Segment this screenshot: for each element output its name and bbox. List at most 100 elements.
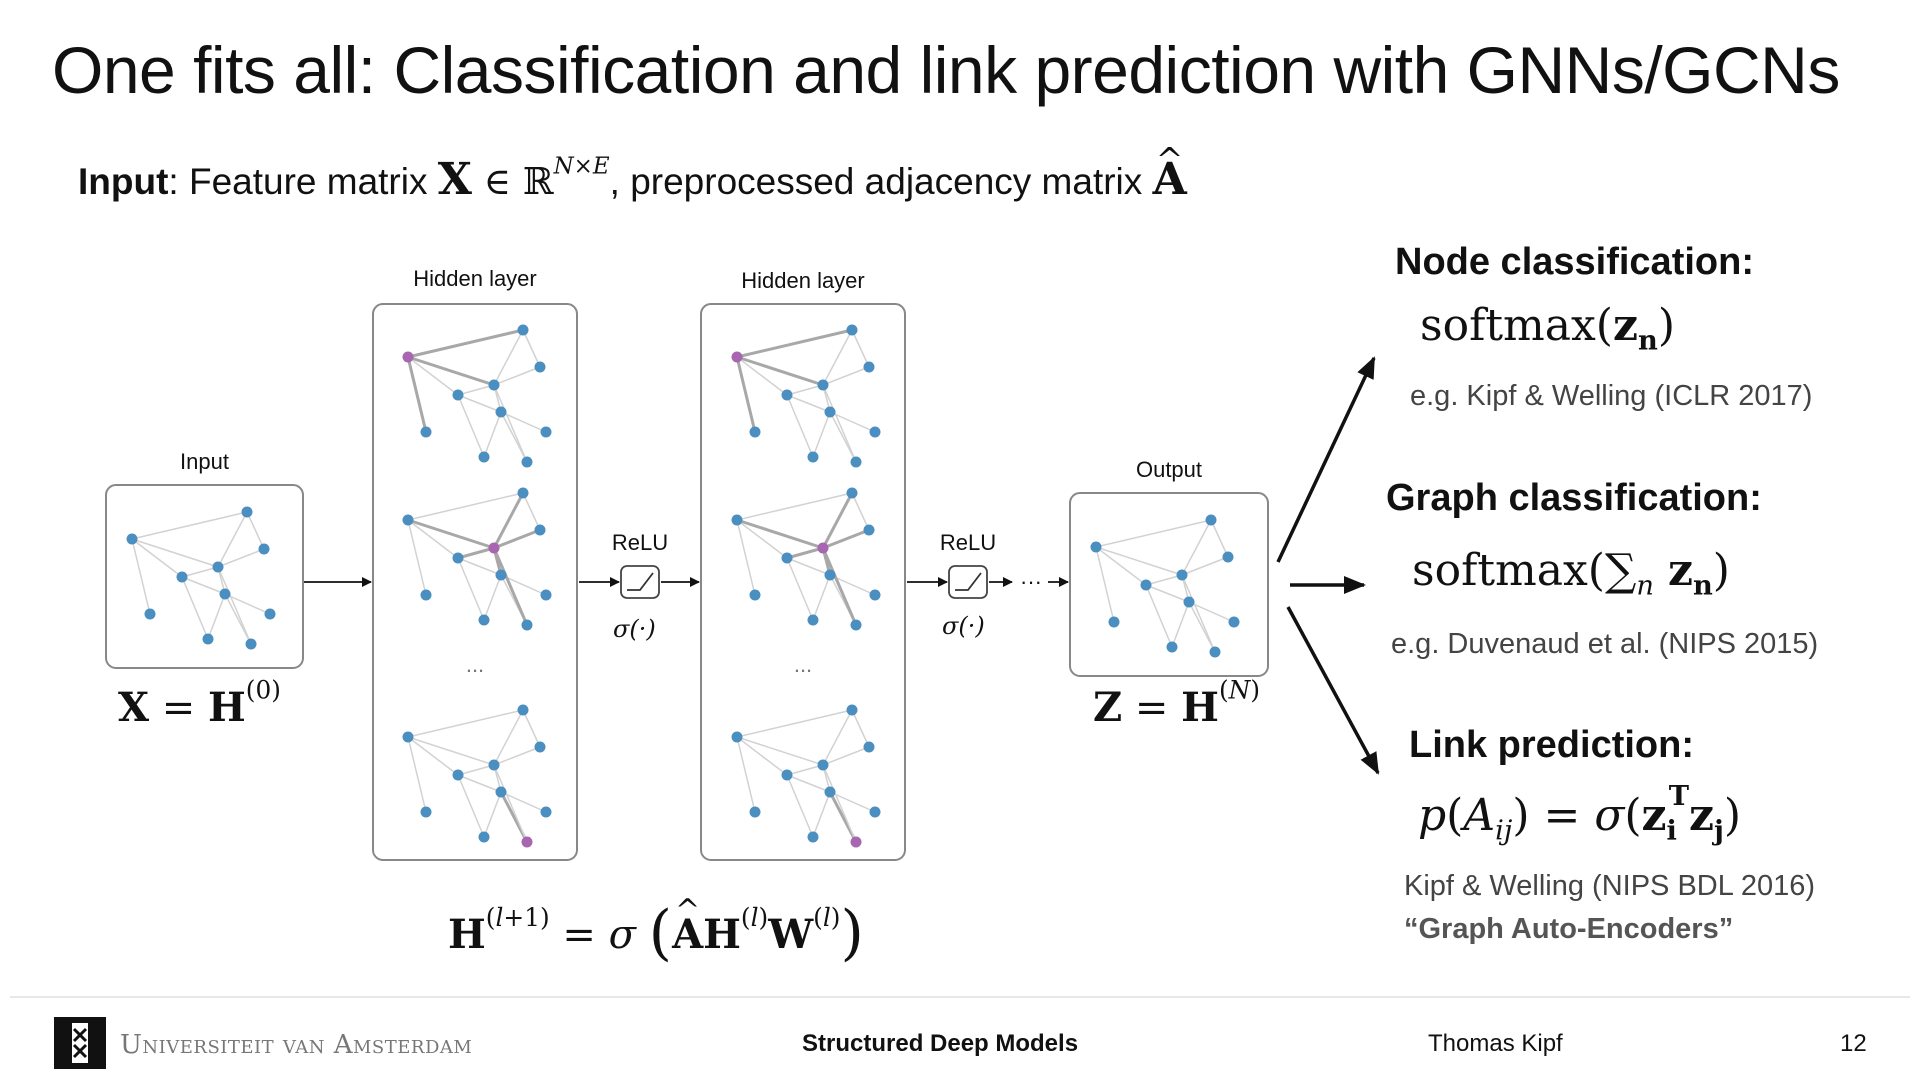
output-box-label: Output <box>1135 457 1203 482</box>
graph-edge <box>493 528 541 550</box>
graph-node <box>402 731 414 743</box>
graph-node <box>488 759 500 771</box>
output-graph <box>1090 514 1240 658</box>
graph-node <box>1176 569 1188 581</box>
graph-edge <box>407 518 495 550</box>
node-classification-heading: Node classification: <box>1395 241 1754 283</box>
graph-edge <box>1095 519 1212 548</box>
graph-edge <box>786 557 831 576</box>
graph-node <box>846 487 858 499</box>
graph-node <box>850 456 862 468</box>
graph-edge <box>822 709 853 766</box>
graph-node <box>781 769 793 781</box>
graph-node <box>534 741 546 753</box>
graph-edge <box>812 574 831 621</box>
hidden-layer-1-box <box>372 303 578 861</box>
input-label: Input <box>78 161 169 202</box>
graph-edge <box>407 709 524 738</box>
relu-2-label: ReLU <box>939 530 997 555</box>
graph-edge <box>822 764 857 843</box>
graph-edge <box>224 593 271 615</box>
graph-edge <box>500 791 547 813</box>
graph-node <box>807 451 819 463</box>
graph-node <box>824 786 836 798</box>
graph-node <box>402 351 414 363</box>
graph-edge <box>407 519 427 596</box>
graph-node <box>1228 616 1240 628</box>
hidden2-graph-middle <box>731 487 881 631</box>
graph-node <box>850 836 862 848</box>
graph-edge <box>1181 556 1229 576</box>
graph-edge <box>493 709 524 766</box>
graph-edge <box>457 557 502 576</box>
graph-edge <box>407 328 524 359</box>
graph-edge <box>1145 574 1183 586</box>
page-number: 12 <box>1840 1030 1867 1057</box>
continuation-dots: ··· <box>1020 569 1042 594</box>
graph-node <box>1209 646 1221 658</box>
graph-edge <box>821 492 854 549</box>
graph-edge <box>829 411 876 433</box>
graph-edge <box>812 411 831 458</box>
node-classification-citation: e.g. Kipf & Welling (ICLR 2017) <box>1410 380 1813 412</box>
graph-node <box>807 831 819 843</box>
graph-node <box>807 614 819 626</box>
graph-node <box>824 569 836 581</box>
graph-edge <box>457 394 485 458</box>
graph-node <box>863 524 875 536</box>
sigma-2-label: σ(·) <box>942 612 985 640</box>
graph-node <box>534 361 546 373</box>
arrow-to-node-classification <box>1276 356 1376 563</box>
graph-edge <box>736 492 853 521</box>
graph-edge <box>1145 584 1173 648</box>
graph-node <box>495 786 507 798</box>
graph-edge <box>457 384 495 396</box>
course-name: Structured Deep Models <box>802 1030 1079 1057</box>
hidden1-graph-top <box>402 324 552 468</box>
graph-edge <box>1181 519 1212 576</box>
graph-edge <box>457 764 495 776</box>
graph-edge <box>736 355 824 387</box>
graph-edge <box>736 736 788 776</box>
graph-edge <box>786 394 831 413</box>
graph-node <box>452 389 464 401</box>
graph-edge <box>786 764 824 776</box>
graph-edge <box>407 355 495 387</box>
graph-node <box>781 389 793 401</box>
graph-edge <box>457 546 495 560</box>
graph-edge <box>407 356 459 396</box>
hidden-2-ellipsis: ... <box>793 652 813 677</box>
link-prediction-heading: Link prediction: <box>1409 724 1694 766</box>
graph-edge <box>736 736 756 813</box>
footer-divider <box>10 996 1910 998</box>
graph-edge <box>131 538 151 615</box>
graph-edge <box>786 774 814 838</box>
graph-edge <box>181 566 219 578</box>
graph-edge <box>181 576 209 640</box>
graph-node <box>749 589 761 601</box>
graph-edge <box>493 366 541 386</box>
graph-edge <box>786 384 824 396</box>
hidden-1-ellipsis: ... <box>465 652 485 677</box>
hidden2-graph-top <box>731 324 881 468</box>
graph-edge <box>492 492 525 549</box>
input-description: Input: Feature matrix X ∈ ℝN×E, preproce… <box>78 150 1187 212</box>
graph-classification-citation: e.g. Duvenaud et al. (NIPS 2015) <box>1391 628 1819 660</box>
graph-edge <box>493 746 541 766</box>
graph-edge <box>407 492 524 521</box>
graph-edge <box>812 791 831 838</box>
graph-edge <box>822 384 857 463</box>
graph-edge <box>407 736 459 776</box>
graph-edge <box>786 546 824 560</box>
feature-matrix-formula: X ∈ ℝN×E <box>437 153 610 205</box>
relu-activation-icon <box>948 565 988 599</box>
relu-activation-icon <box>620 565 660 599</box>
graph-node <box>452 769 464 781</box>
graph-node <box>521 619 533 631</box>
input-text-1: : Feature matrix <box>168 161 438 202</box>
graph-edge <box>1095 546 1183 576</box>
hidden1-graph-middle <box>402 487 552 631</box>
graph-node <box>219 588 231 600</box>
input-equation: X = H(0) <box>118 675 281 731</box>
graph-node <box>869 589 881 601</box>
